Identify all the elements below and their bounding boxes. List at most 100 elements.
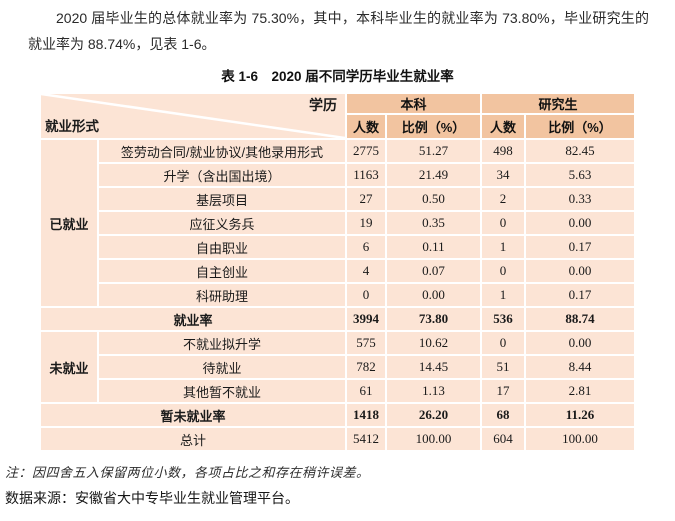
value-cell: 0.00	[384, 282, 483, 308]
value-cell: 4	[344, 258, 387, 284]
row-label: 科研助理	[96, 282, 347, 308]
value-cell: 100.00	[384, 426, 483, 452]
subheader-ratio-postgraduate: 比例（%）	[523, 113, 637, 140]
subheader-count-postgraduate: 人数	[480, 113, 526, 140]
corner-label-degree: 学历	[308, 97, 337, 113]
value-cell: 1	[480, 282, 526, 308]
employment-table: 学历 就业形式 本科 研究生 人数 比例（%） 人数 比例（%） 已就业 签劳动合…	[38, 92, 637, 452]
header-row-subheaders: 人数 比例（%） 人数 比例（%）	[40, 113, 637, 140]
value-cell: 17	[480, 378, 526, 404]
diagonal-divider-icon	[41, 94, 345, 138]
value-cell: 61	[344, 378, 387, 404]
value-cell: 2.81	[523, 378, 637, 404]
value-cell: 6	[344, 234, 387, 260]
value-cell: 1163	[344, 162, 387, 188]
table-header: 学历 就业形式 本科 研究生 人数 比例（%） 人数 比例（%）	[38, 92, 637, 140]
value-cell: 1418	[344, 402, 387, 428]
footnote: 注：因四舍五入保留两位小数，各项占比之和存在稍许误差。	[5, 465, 370, 480]
row-label: 就业率	[38, 306, 347, 332]
value-cell: 8.44	[523, 354, 637, 380]
value-cell: 21.49	[384, 162, 483, 188]
value-cell: 604	[480, 426, 526, 452]
table-row: 科研助理 0 0.00 1 0.17	[40, 282, 637, 308]
value-cell: 5.63	[523, 162, 637, 188]
value-cell: 27	[344, 186, 387, 212]
value-cell: 73.80	[384, 306, 483, 332]
value-cell: 1.13	[384, 378, 483, 404]
value-cell: 3994	[344, 306, 387, 332]
summary-row: 总计 5412 100.00 604 100.00	[38, 426, 637, 452]
value-cell: 0.17	[523, 282, 637, 308]
value-cell: 0	[480, 330, 526, 356]
value-cell: 11.26	[523, 402, 637, 428]
value-cell: 82.45	[523, 138, 637, 164]
page: { "colors": { "header_bg": "#f2c4a0", "r…	[0, 5, 675, 521]
value-cell: 0.11	[384, 234, 483, 260]
value-cell: 0.50	[384, 186, 483, 212]
value-cell: 0	[480, 210, 526, 236]
value-cell: 0.35	[384, 210, 483, 236]
value-cell: 0.33	[523, 186, 637, 212]
table-row: 待就业 782 14.45 51 8.44	[40, 354, 637, 380]
row-label: 自主创业	[96, 258, 347, 284]
row-label: 自由职业	[96, 234, 347, 260]
row-label: 签劳动合同/就业协议/其他录用形式	[96, 138, 347, 164]
value-cell: 0.00	[523, 330, 637, 356]
value-cell: 14.45	[384, 354, 483, 380]
col-group-bachelor: 本科	[344, 92, 483, 115]
summary-row: 暂未就业率 1418 26.20 68 11.26	[38, 402, 637, 428]
value-cell: 0	[344, 282, 387, 308]
data-source: 数据来源：安徽省大中专毕业生就业管理平台。	[5, 490, 299, 506]
table-row: 基层项目 27 0.50 2 0.33	[40, 186, 637, 212]
subheader-ratio-bachelor: 比例（%）	[384, 113, 483, 140]
value-cell: 19	[344, 210, 387, 236]
value-cell: 0.17	[523, 234, 637, 260]
value-cell: 1	[480, 234, 526, 260]
summary-row: 就业率 3994 73.80 536 88.74	[38, 306, 637, 332]
row-label: 待就业	[96, 354, 347, 380]
value-cell: 536	[480, 306, 526, 332]
value-cell: 2	[480, 186, 526, 212]
value-cell: 10.62	[384, 330, 483, 356]
col-group-postgraduate: 研究生	[479, 92, 637, 115]
value-cell: 575	[344, 330, 387, 356]
table-row: 未就业 不就业拟升学 575 10.62 0 0.00	[38, 330, 637, 404]
table-row: 已就业 签劳动合同/就业协议/其他录用形式 2775 51.27 498 82.45	[38, 138, 637, 308]
intro-paragraph: 2020 届毕业生的总体就业率为 75.30%，其中，本科毕业生的就业率为 73…	[28, 10, 649, 52]
subheader-count-bachelor: 人数	[344, 113, 387, 140]
row-label: 暂未就业率	[38, 402, 347, 428]
row-group-label: 已就业	[38, 138, 99, 308]
row-group-label: 未就业	[38, 330, 99, 404]
value-cell: 5412	[344, 426, 387, 452]
value-cell: 498	[480, 138, 526, 164]
value-cell: 68	[480, 402, 526, 428]
corner-cell: 学历 就业形式	[38, 92, 347, 140]
corner-label-employment-form: 就业形式	[44, 119, 99, 134]
value-cell: 0.00	[523, 258, 637, 284]
value-cell: 100.00	[523, 426, 637, 452]
table-row: 应征义务兵 19 0.35 0 0.00	[40, 210, 637, 236]
table-row: 其他暂不就业 61 1.13 17 2.81	[40, 378, 637, 404]
value-cell: 26.20	[384, 402, 483, 428]
value-cell: 51.27	[384, 138, 483, 164]
table-row: 自主创业 4 0.07 0 0.00	[40, 258, 637, 284]
table-body: 已就业 签劳动合同/就业协议/其他录用形式 2775 51.27 498 82.45 升学（…	[38, 138, 637, 452]
row-label: 总计	[38, 426, 347, 452]
header-row-groups: 学历 就业形式 本科 研究生	[38, 92, 637, 140]
value-cell: 88.74	[523, 306, 637, 332]
table-title: 表 1-6 2020 届不同学历毕业生就业率	[221, 69, 454, 84]
value-cell: 2775	[344, 138, 387, 164]
value-cell: 0.00	[523, 210, 637, 236]
value-cell: 782	[344, 354, 387, 380]
row-label: 不就业拟升学	[96, 330, 347, 356]
table-row: 自由职业 6 0.11 1 0.17	[40, 234, 637, 260]
value-cell: 0	[480, 258, 526, 284]
row-label: 升学（含出国出境）	[96, 162, 347, 188]
row-label: 基层项目	[96, 186, 347, 212]
row-label: 其他暂不就业	[96, 378, 347, 404]
value-cell: 34	[480, 162, 526, 188]
value-cell: 51	[480, 354, 526, 380]
value-cell: 0.07	[384, 258, 483, 284]
row-label: 应征义务兵	[96, 210, 347, 236]
table-row: 升学（含出国出境） 1163 21.49 34 5.63	[40, 162, 637, 188]
